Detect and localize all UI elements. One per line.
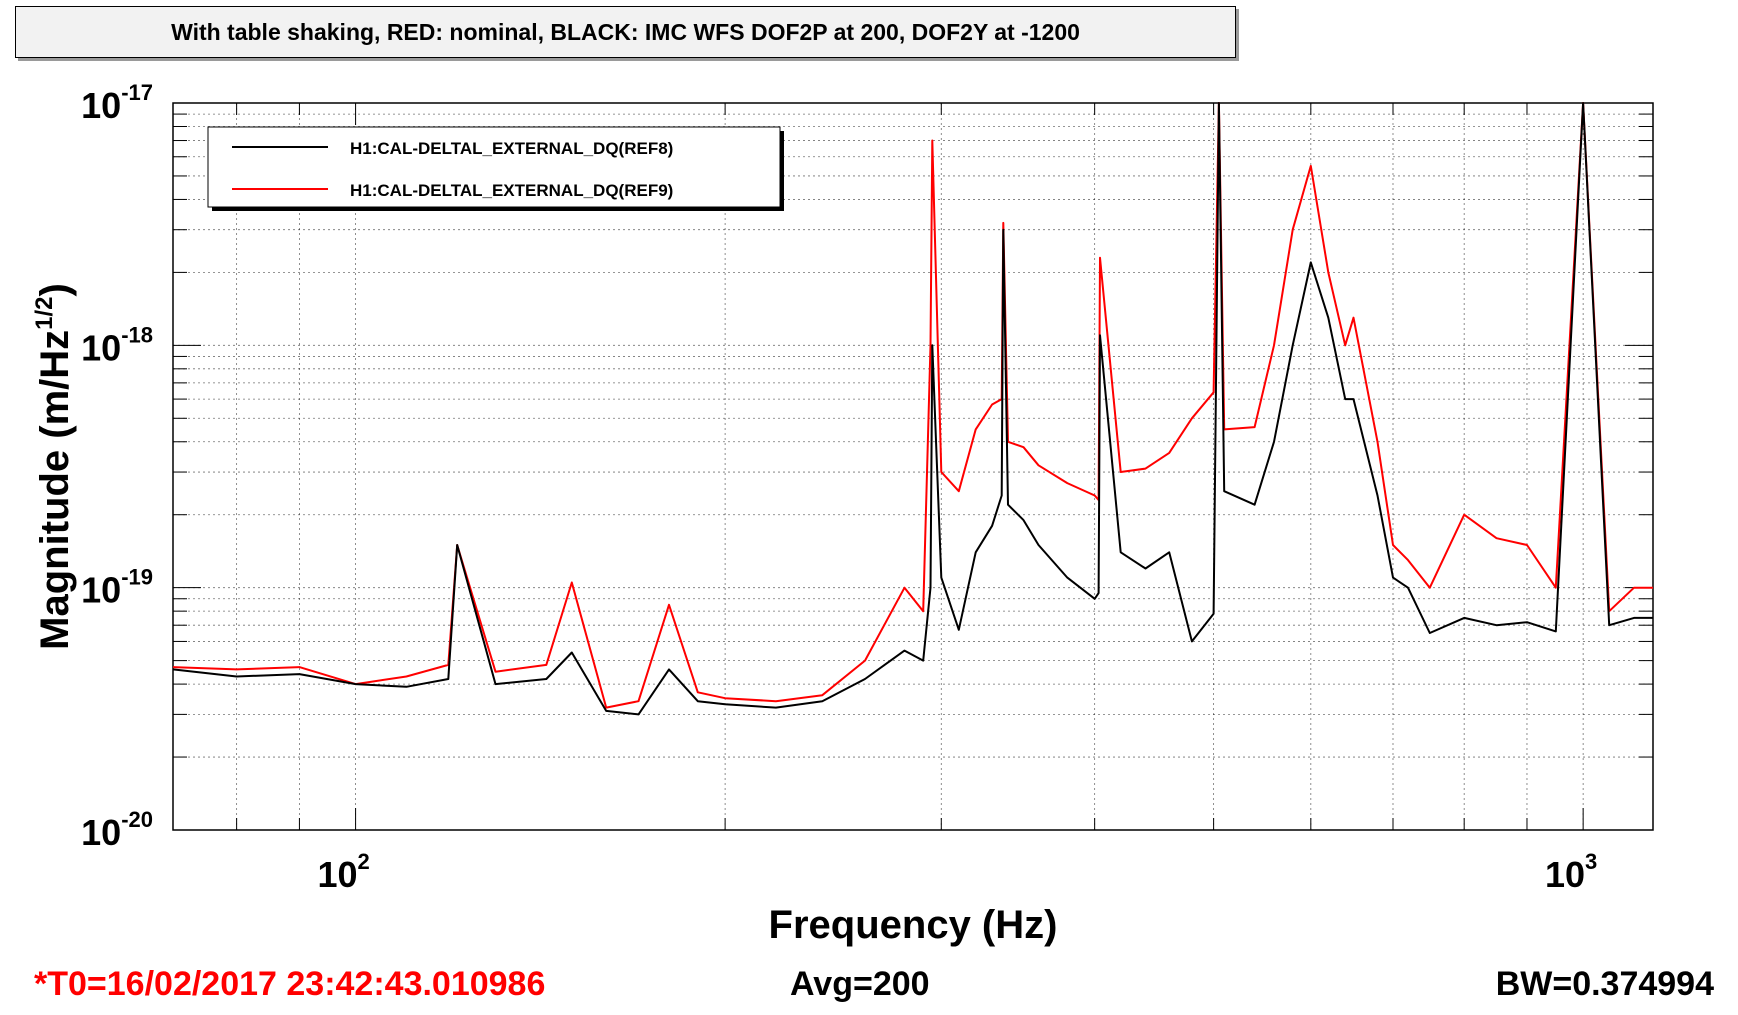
legend-label: H1:CAL-DELTAL_EXTERNAL_DQ(REF9) [350,181,673,200]
series-line-ref8 [172,102,1653,716]
footer-bw-label: BW=0.374994 [1495,965,1714,1003]
plot-frame [172,102,1654,831]
series-line-ref9 [172,102,1653,709]
y-tick-label: 10-20 [81,807,153,853]
title-box: With table shaking, RED: nominal, BLACK:… [15,6,1236,58]
x-tick-label: 103 [1545,849,1597,895]
y-tick-label: 10-19 [81,565,153,611]
legend-box [207,126,781,208]
y-tick-label: 10-18 [81,322,153,368]
x-tick-label: 102 [317,849,369,895]
chart-title: With table shaking, RED: nominal, BLACK:… [171,19,1080,45]
footer-t0-label: *T0=16/02/2017 23:42:43.010986 [34,965,546,1003]
legend-label: H1:CAL-DELTAL_EXTERNAL_DQ(REF8) [350,139,673,158]
y-tick-label: 10-17 [81,80,153,126]
y-axis-label: Magnitude (m/Hz1/2) [31,283,77,650]
footer-avg-label: Avg=200 [790,965,930,1003]
x-axis-label: Frequency (Hz) [769,903,1058,947]
